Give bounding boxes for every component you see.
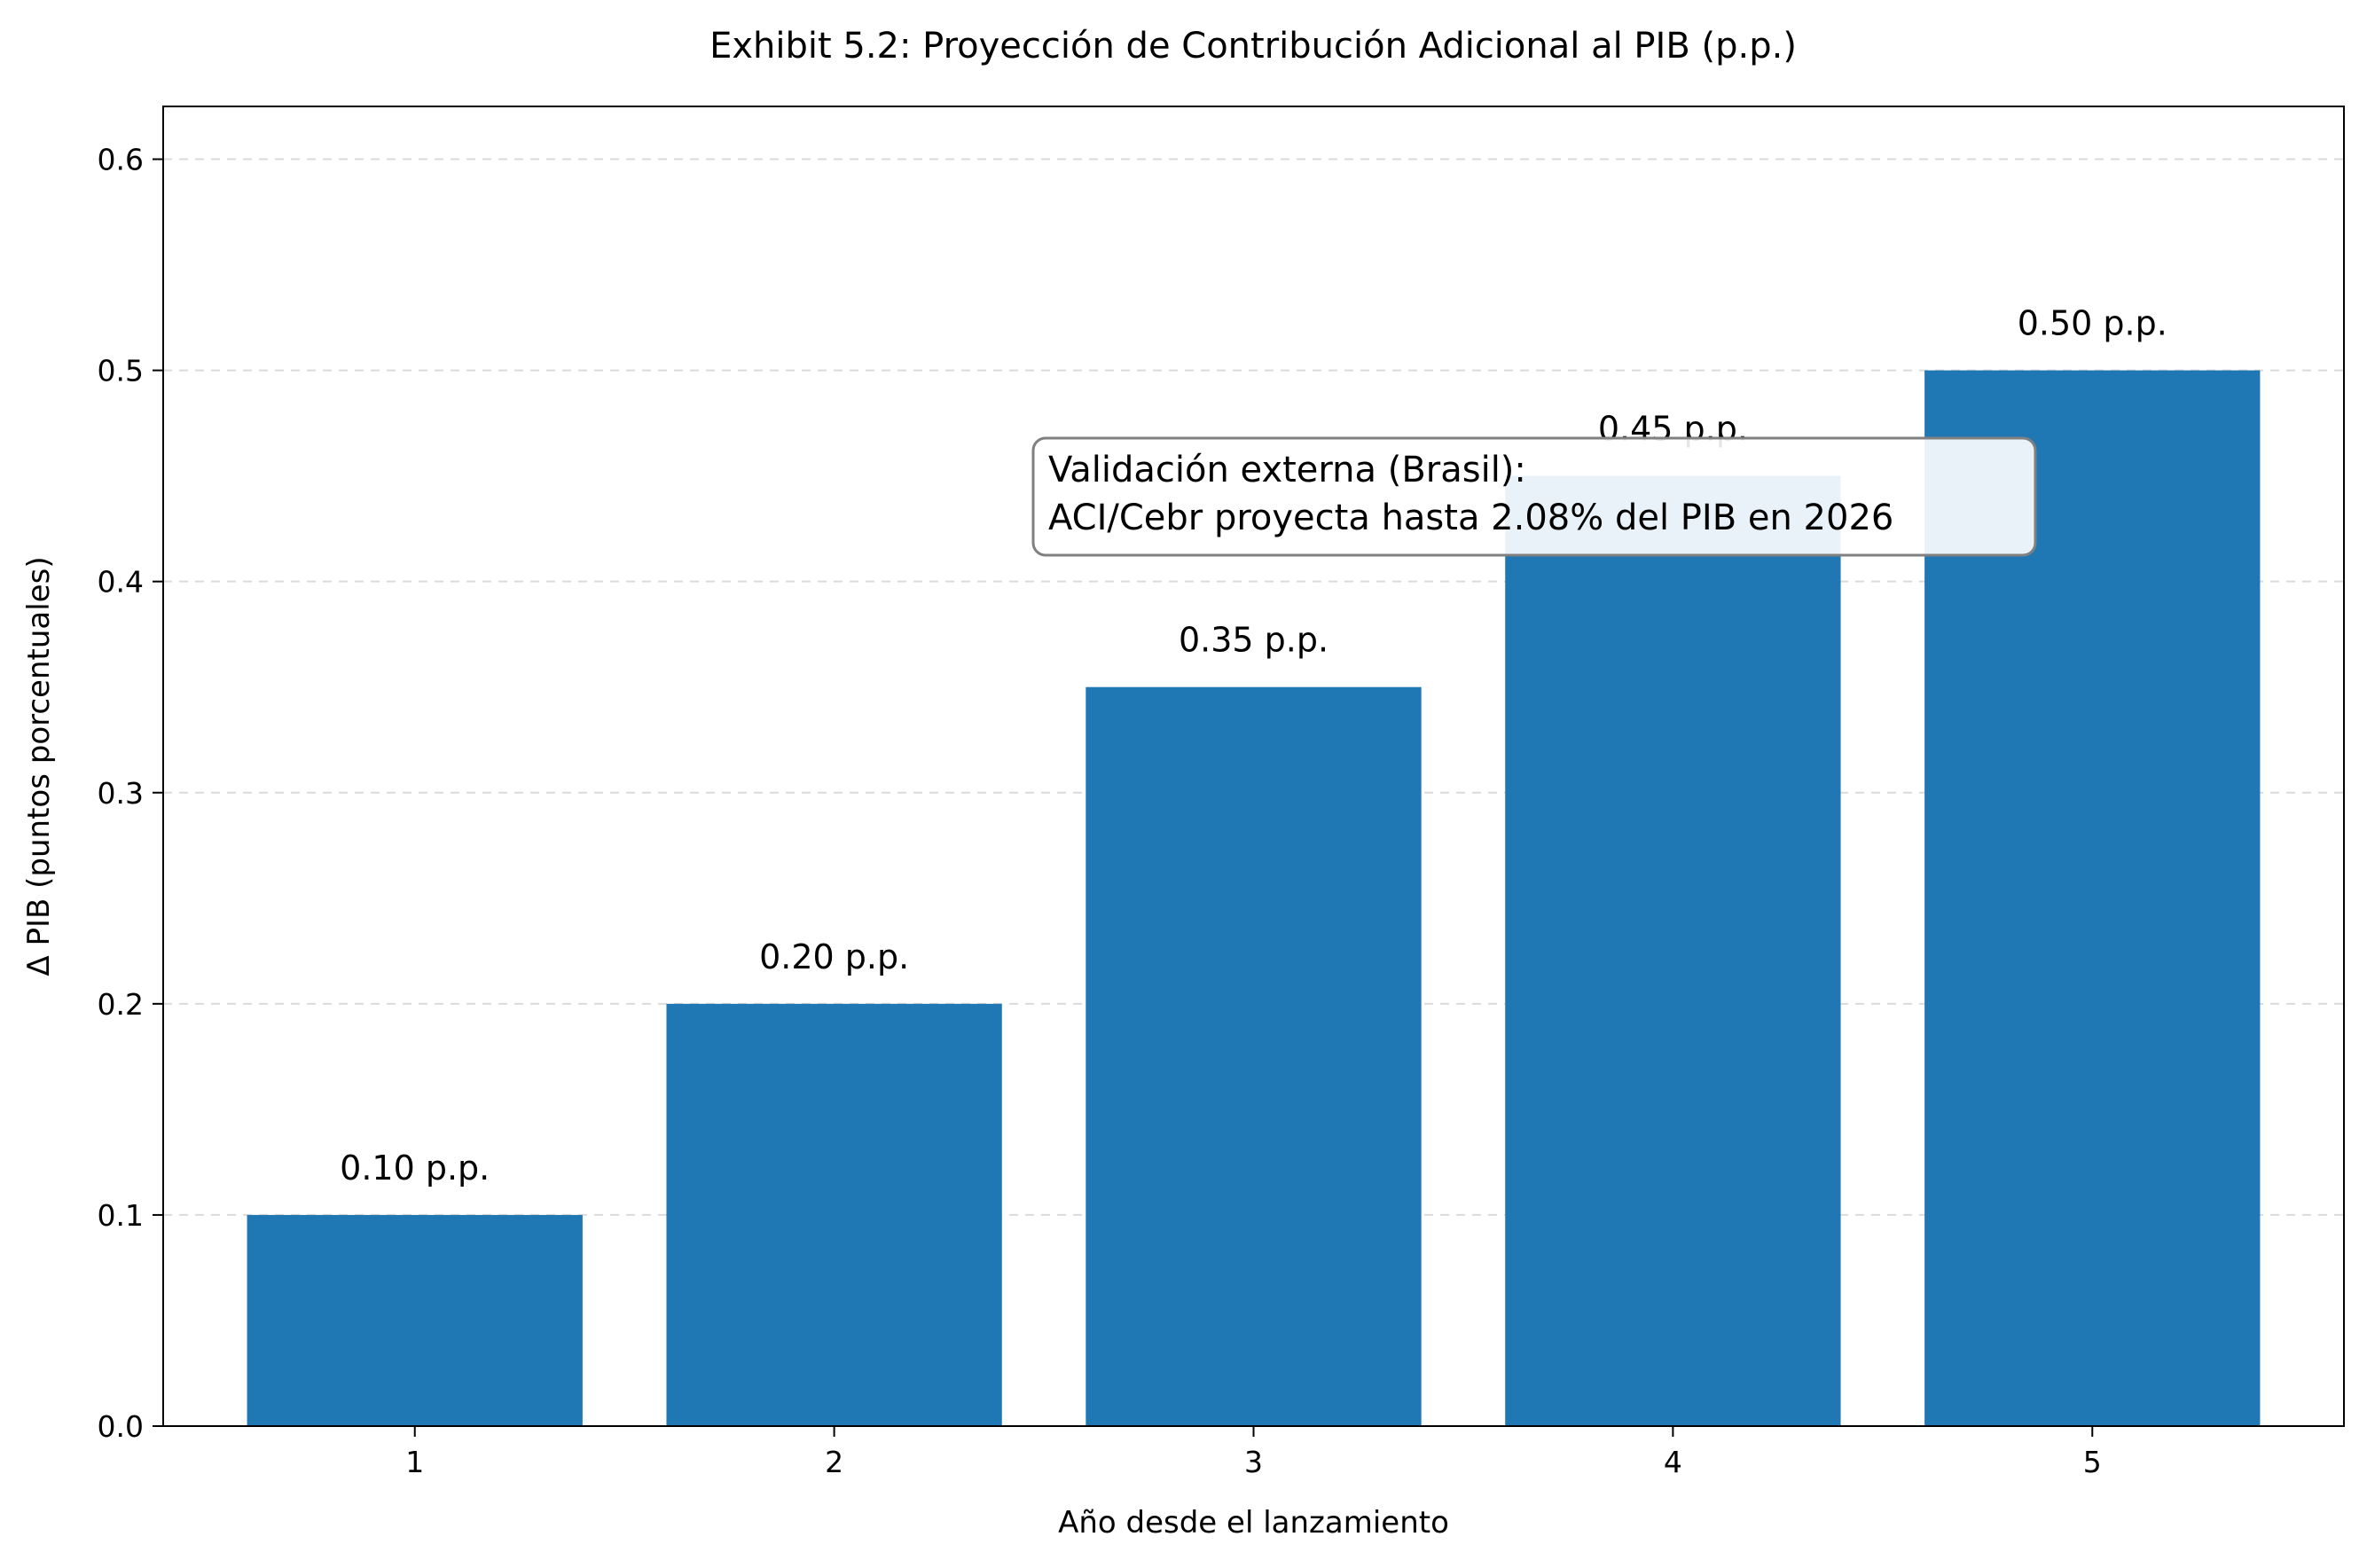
- bar: [247, 1214, 583, 1426]
- chart-title: Exhibit 5.2: Proyección de Contribución …: [709, 26, 1797, 67]
- y-tick-label: 0.2: [98, 987, 144, 1022]
- y-tick-label: 0.6: [98, 143, 144, 177]
- annotation-box: Validación externa (Brasil): ACI/Cebr pr…: [1031, 436, 2037, 557]
- x-tick-label: 3: [1244, 1445, 1263, 1479]
- bar-data-label: 0.35 p.p.: [1179, 621, 1328, 660]
- x-axis-ticks: 1 2 3 4 5: [405, 1426, 2102, 1479]
- bar-data-label: 0.10 p.p.: [340, 1149, 490, 1188]
- x-tick-label: 2: [825, 1445, 843, 1479]
- y-tick-label: 0.3: [98, 776, 144, 811]
- bar: [666, 1003, 1002, 1426]
- bar-data-label: 0.20 p.p.: [759, 937, 909, 976]
- annotation-line-1: Validación externa (Brasil):: [1048, 450, 1526, 490]
- annotation-line-2: ACI/Cebr proyecta hasta 2.08% del PIB en…: [1048, 498, 1893, 538]
- y-tick-label: 0.0: [98, 1409, 144, 1444]
- x-tick-label: 4: [1664, 1445, 1682, 1479]
- y-tick-label: 0.5: [98, 354, 144, 388]
- y-axis-label: Δ PIB (puntos porcentuales): [21, 556, 57, 976]
- y-tick-label: 0.1: [98, 1198, 144, 1233]
- bar: [1086, 686, 1422, 1426]
- x-tick-label: 5: [2083, 1445, 2102, 1479]
- y-tick-label: 0.4: [98, 565, 144, 600]
- bars-layer: [247, 370, 2261, 1427]
- x-tick-label: 1: [405, 1445, 424, 1479]
- annotation-background: [1031, 436, 2037, 557]
- bar: [1505, 475, 1841, 1426]
- bar-data-label: 0.50 p.p.: [2018, 304, 2167, 343]
- y-axis-ticks: 0.0 0.1 0.2 0.3 0.4 0.5 0.6: [98, 143, 163, 1444]
- x-axis-label: Año desde el lanzamiento: [1058, 1505, 1449, 1541]
